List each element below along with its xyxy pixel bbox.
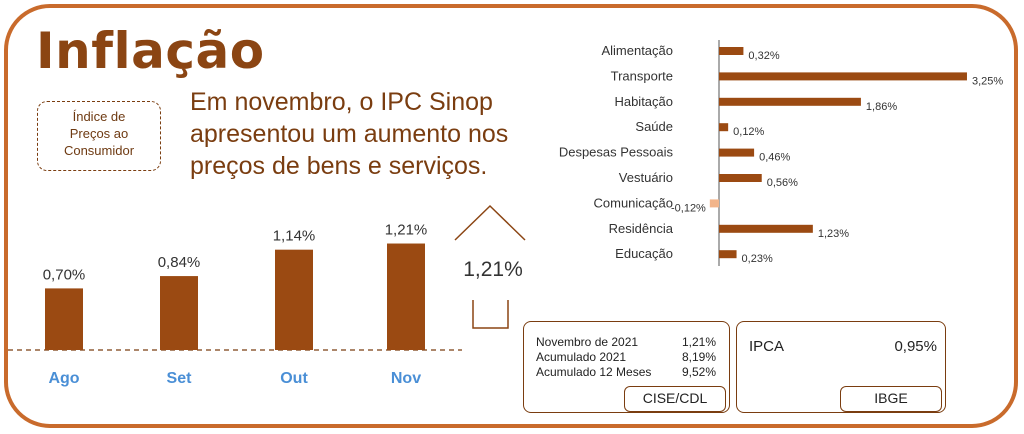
category-label: Nov [391,370,421,387]
cise-rows: Novembro de 2021 1,21% Acumulado 2021 8,… [536,335,716,380]
data-label: 3,25% [972,75,1003,87]
ibge-summary-box: IPCA 0,95% IBGE [736,321,946,413]
data-label: 0,56% [767,177,798,189]
bar-set [160,276,198,350]
bar-nov [387,243,425,350]
category-label: Ago [48,370,79,387]
monthly-bar-chart: 0,70% Ago 0,84% Set 1,14% Out 1,21% Nov [8,222,462,387]
ipca-row: IPCA 0,95% [749,338,937,355]
house-base [472,300,509,329]
cise-row-value: 9,52% [681,365,716,379]
bar-alimentação [719,47,744,55]
category-label: Residência [609,221,674,236]
data-label: 1,23% [818,228,849,240]
cise-source-label: CISE/CDL [624,386,726,412]
bar-saúde [719,123,729,132]
bar-residência [719,224,813,233]
cise-row: Acumulado 2021 8,19% [536,350,716,365]
cise-row: Novembro de 2021 1,21% [536,335,716,350]
category-label: Out [280,370,308,387]
data-label: 1,86% [866,101,897,113]
bar-vestuário [719,174,762,182]
data-label: 0,70% [43,266,86,283]
data-label: 0,23% [742,253,773,265]
bar-out [275,249,313,350]
category-label: Vestuário [619,170,673,185]
category-bar-chart: Alimentação 0,32% Transporte 3,25% Habitação… [559,40,1003,266]
cise-row-label: Acumulado 12 Meses [536,365,652,379]
house-roof [454,204,526,241]
bar-despesas-pessoais [719,148,755,157]
category-label: Alimentação [601,43,673,58]
cise-row-label: Acumulado 2021 [536,350,627,364]
data-label: 0,32% [748,50,779,62]
highlight-house: 1,21% [454,204,526,329]
category-label: Comunicação [594,195,674,210]
data-label: 0,84% [158,254,201,271]
cise-row-label: Novembro de 2021 [536,335,639,349]
bar-educação [719,250,737,259]
bar-comunicação [709,199,719,208]
data-label: 0,46% [759,152,790,164]
page-title: Inflação [36,22,265,80]
ipca-label: IPCA [749,338,785,355]
category-label: Transporte [611,68,673,83]
index-badge: Índice de Preços ao Consumidor [37,101,161,171]
category-label: Habitação [614,94,673,109]
category-label: Educação [615,246,673,261]
data-label: 1,14% [273,228,316,245]
bar-transporte [719,72,967,81]
bar-habitação [719,97,861,106]
highlight-value: 1,21% [463,258,523,281]
data-label: 0,12% [733,126,764,138]
category-label: Despesas Pessoais [559,145,674,160]
ipca-value: 0,95% [894,338,937,355]
cise-summary-box: Novembro de 2021 1,21% Acumulado 2021 8,… [523,321,730,413]
data-label: 1,21% [385,222,428,239]
ibge-source-label: IBGE [840,386,942,412]
category-label: Saúde [635,119,673,134]
category-label: Set [167,370,193,387]
bar-ago [45,288,83,350]
data-label: -0,12% [671,202,706,214]
cise-row-value: 8,19% [681,350,716,364]
cise-row: Acumulado 12 Meses 9,52% [536,365,716,380]
headline-text: Em novembro, o IPC Sinop apresentou um a… [190,88,509,180]
cise-row-value: 1,21% [681,335,716,349]
